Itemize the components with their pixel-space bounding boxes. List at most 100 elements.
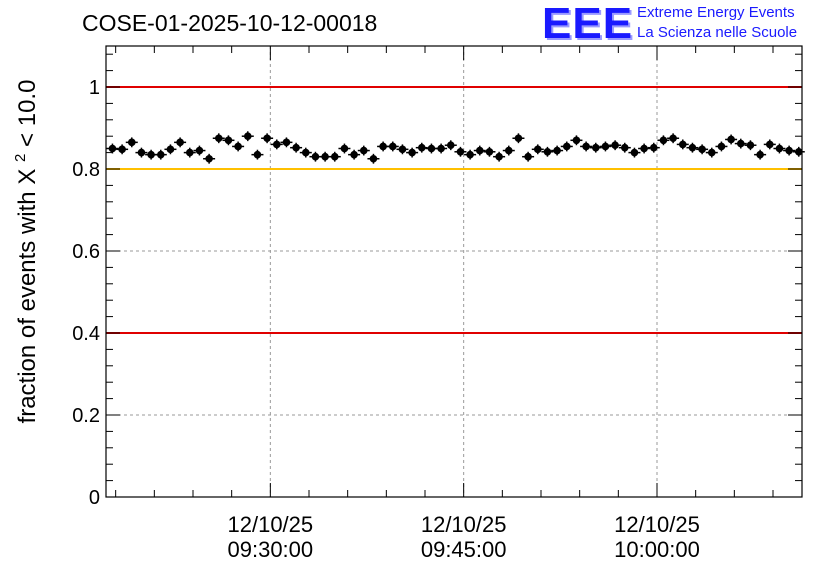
y-tick-label: 0 bbox=[89, 487, 100, 509]
point-marker bbox=[446, 141, 455, 150]
point-marker bbox=[321, 152, 329, 161]
point-marker bbox=[340, 144, 349, 153]
point-marker bbox=[485, 147, 494, 156]
data-point bbox=[164, 144, 177, 155]
data-point bbox=[570, 135, 583, 146]
data-point bbox=[667, 133, 680, 144]
x-tick-time: 10:00:00 bbox=[614, 537, 700, 562]
point-marker bbox=[118, 145, 126, 154]
point-marker bbox=[669, 134, 677, 143]
data-point bbox=[483, 146, 496, 157]
data-point bbox=[222, 135, 235, 146]
point-marker bbox=[504, 146, 513, 155]
x-tick-date: 12/10/25 bbox=[614, 512, 700, 537]
point-marker bbox=[466, 150, 474, 159]
data-point bbox=[454, 146, 467, 157]
point-marker bbox=[582, 142, 590, 151]
y-tick-label: 0.8 bbox=[72, 159, 100, 181]
logo-line-1: Extreme Energy Events bbox=[637, 4, 795, 21]
point-marker bbox=[640, 144, 648, 153]
point-marker bbox=[408, 148, 416, 157]
y-tick-label: 0.2 bbox=[72, 405, 100, 427]
point-marker bbox=[591, 143, 600, 152]
data-point bbox=[338, 143, 351, 154]
y-tick-label: 0.4 bbox=[72, 323, 100, 345]
data-point bbox=[676, 139, 689, 150]
point-marker bbox=[785, 146, 793, 155]
point-marker bbox=[456, 147, 465, 156]
data-point bbox=[444, 140, 457, 151]
point-marker bbox=[147, 150, 155, 159]
data-point bbox=[754, 149, 767, 160]
data-point bbox=[551, 145, 564, 156]
data-point bbox=[783, 145, 796, 156]
point-marker bbox=[611, 141, 619, 150]
point-marker bbox=[649, 143, 658, 152]
y-tick-label: 0.6 bbox=[72, 241, 100, 263]
point-marker bbox=[533, 145, 542, 154]
reference-lines bbox=[106, 86, 802, 334]
point-marker bbox=[166, 145, 175, 154]
point-marker bbox=[746, 141, 755, 150]
y-axis-label-exponent: 2 bbox=[12, 154, 29, 162]
data-point bbox=[473, 145, 486, 156]
data-point bbox=[609, 140, 622, 151]
axis-ticks: 00.20.40.60.8112/10/2509:30:0012/10/2509… bbox=[72, 46, 802, 562]
data-point bbox=[154, 149, 167, 160]
chart-title: COSE-01-2025-10-12-00018 bbox=[82, 10, 378, 36]
x-tick-time: 09:45:00 bbox=[421, 537, 507, 562]
data-point bbox=[647, 142, 660, 153]
point-marker bbox=[253, 150, 262, 159]
data-point bbox=[232, 141, 245, 152]
data-point bbox=[261, 133, 274, 144]
point-marker bbox=[282, 138, 291, 147]
point-marker bbox=[156, 150, 165, 159]
point-marker bbox=[678, 140, 687, 149]
data-point bbox=[212, 133, 225, 144]
point-marker bbox=[330, 152, 339, 161]
eee-logo: EEE bbox=[542, 0, 634, 48]
point-marker bbox=[205, 154, 213, 163]
data-point bbox=[522, 151, 535, 162]
data-point bbox=[531, 144, 544, 155]
data-point bbox=[106, 143, 119, 154]
data-point bbox=[203, 153, 216, 164]
point-marker bbox=[272, 140, 281, 149]
point-marker bbox=[688, 143, 697, 152]
point-marker bbox=[620, 143, 629, 152]
data-point bbox=[589, 142, 602, 153]
data-point bbox=[792, 146, 805, 157]
data-point bbox=[705, 147, 718, 158]
point-marker bbox=[234, 142, 242, 151]
point-marker bbox=[379, 142, 387, 151]
y-axis-label: fraction of events with X 2 < 10.0 bbox=[4, 80, 41, 424]
data-point bbox=[628, 147, 641, 158]
point-marker bbox=[398, 145, 407, 154]
data-point bbox=[193, 145, 206, 156]
data-point bbox=[618, 142, 631, 153]
point-marker bbox=[176, 138, 184, 147]
plot-frame bbox=[105, 45, 803, 498]
data-point bbox=[357, 145, 370, 156]
point-marker bbox=[301, 148, 310, 157]
data-point bbox=[348, 149, 361, 160]
y-axis-label-symbol: X bbox=[14, 169, 41, 185]
data-point bbox=[241, 131, 254, 142]
point-marker bbox=[350, 150, 358, 159]
data-point bbox=[580, 141, 593, 152]
data-point bbox=[386, 141, 399, 152]
point-marker bbox=[388, 142, 397, 151]
data-point bbox=[763, 139, 776, 150]
point-marker bbox=[698, 145, 706, 154]
data-point bbox=[725, 134, 738, 145]
data-point bbox=[183, 147, 196, 158]
point-marker bbox=[562, 142, 571, 151]
point-marker bbox=[437, 144, 445, 153]
point-marker bbox=[514, 134, 523, 143]
data-points bbox=[106, 131, 805, 164]
point-marker bbox=[495, 152, 503, 161]
point-marker bbox=[359, 146, 368, 155]
data-point bbox=[657, 135, 670, 146]
data-point bbox=[406, 147, 419, 158]
